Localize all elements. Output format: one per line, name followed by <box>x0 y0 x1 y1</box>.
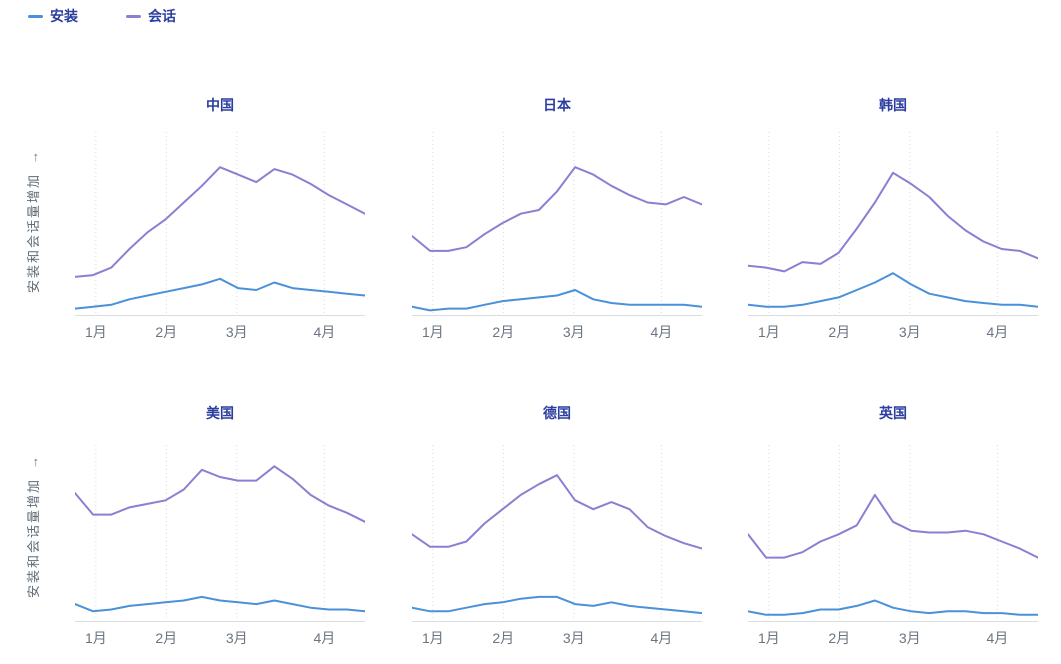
line-plot <box>748 130 1038 316</box>
x-tick-label: 3月 <box>225 324 248 340</box>
chart-canvas <box>75 445 365 622</box>
chart-canvas <box>412 132 702 316</box>
facet-korea: 韩国 1月 2月 3月 4月 <box>748 96 1038 356</box>
session-line-swatch <box>126 14 141 18</box>
x-tick-label: 4月 <box>986 324 1009 340</box>
x-tick-label: 3月 <box>898 630 921 646</box>
x-axis-ticks: 1月 2月 3月 4月 <box>412 322 702 342</box>
facet-uk: 英国 1月 2月 3月 4月 <box>748 404 1038 664</box>
chart-canvas <box>75 132 365 316</box>
line-plot <box>412 443 702 622</box>
x-tick-label: 1月 <box>84 630 107 646</box>
line-plot <box>412 130 702 316</box>
install-line-swatch <box>28 14 43 18</box>
x-tick-label: 3月 <box>562 324 585 340</box>
facet-japan: 日本 1月 2月 3月 4月 <box>412 96 702 356</box>
chart-title: 日本 <box>543 97 571 113</box>
legend-item-install[interactable]: 安装 <box>28 6 78 26</box>
x-tick-label: 2月 <box>828 324 851 340</box>
legend-item-session[interactable]: 会话 <box>126 6 176 26</box>
x-tick-label: 1月 <box>84 324 107 340</box>
line-plot <box>75 443 365 622</box>
facet-germany: 德国 1月 2月 3月 4月 <box>412 404 702 664</box>
series-line <box>75 166 365 278</box>
series-line <box>748 272 1038 308</box>
x-tick-label: 3月 <box>562 630 585 646</box>
chart-title: 德国 <box>543 405 571 421</box>
series-line <box>75 595 365 613</box>
x-axis-ticks: 1月 2月 3月 4月 <box>412 628 702 648</box>
x-tick-label: 1月 <box>421 630 444 646</box>
x-tick-label: 4月 <box>313 630 336 646</box>
x-axis-ticks: 1月 2月 3月 4月 <box>75 322 365 342</box>
x-tick-label: 2月 <box>492 630 515 646</box>
line-plot <box>748 443 1038 622</box>
chart-canvas <box>412 445 702 622</box>
y-axis-label-row1: 安装和会话量增加→ <box>26 151 41 294</box>
x-tick-label: 1月 <box>757 630 780 646</box>
up-arrow-icon: → <box>26 456 41 469</box>
line-plot <box>75 130 365 316</box>
x-tick-label: 3月 <box>225 630 248 646</box>
series-line <box>412 289 702 312</box>
series-line <box>748 493 1038 559</box>
x-axis-ticks: 1月 2月 3月 4月 <box>748 628 1038 648</box>
series-line <box>412 166 702 252</box>
facet-usa: 美国 1月 2月 3月 4月 <box>75 404 365 664</box>
series-line <box>412 595 702 615</box>
x-tick-label: 2月 <box>492 324 515 340</box>
chart-title: 英国 <box>879 405 907 421</box>
x-tick-label: 4月 <box>986 630 1009 646</box>
legend-label: 安装 <box>50 8 78 24</box>
x-tick-label: 1月 <box>757 324 780 340</box>
chart-canvas <box>748 445 1038 622</box>
x-tick-label: 4月 <box>650 630 673 646</box>
x-tick-label: 2月 <box>155 324 178 340</box>
chart-title: 韩国 <box>879 97 907 113</box>
y-axis-label-row2: 安装和会话量增加→ <box>26 456 41 599</box>
series-line <box>75 277 365 310</box>
up-arrow-icon: → <box>26 151 41 164</box>
x-tick-label: 2月 <box>155 630 178 646</box>
series-line <box>75 465 365 523</box>
series-line <box>748 171 1038 273</box>
x-tick-label: 2月 <box>828 630 851 646</box>
x-tick-label: 3月 <box>898 324 921 340</box>
legend-label: 会话 <box>148 8 176 24</box>
x-tick-label: 4月 <box>313 324 336 340</box>
x-tick-label: 4月 <box>650 324 673 340</box>
series-line <box>412 474 702 550</box>
x-axis-ticks: 1月 2月 3月 4月 <box>75 628 365 648</box>
facet-china: 中国 1月 2月 3月 4月 <box>75 96 365 356</box>
chart-legend: 安装 会话 <box>28 6 224 26</box>
chart-title: 中国 <box>206 97 234 113</box>
chart-canvas <box>748 132 1038 316</box>
x-axis-ticks: 1月 2月 3月 4月 <box>748 322 1038 342</box>
x-tick-label: 1月 <box>421 324 444 340</box>
series-line <box>748 599 1038 616</box>
chart-title: 美国 <box>206 405 234 421</box>
